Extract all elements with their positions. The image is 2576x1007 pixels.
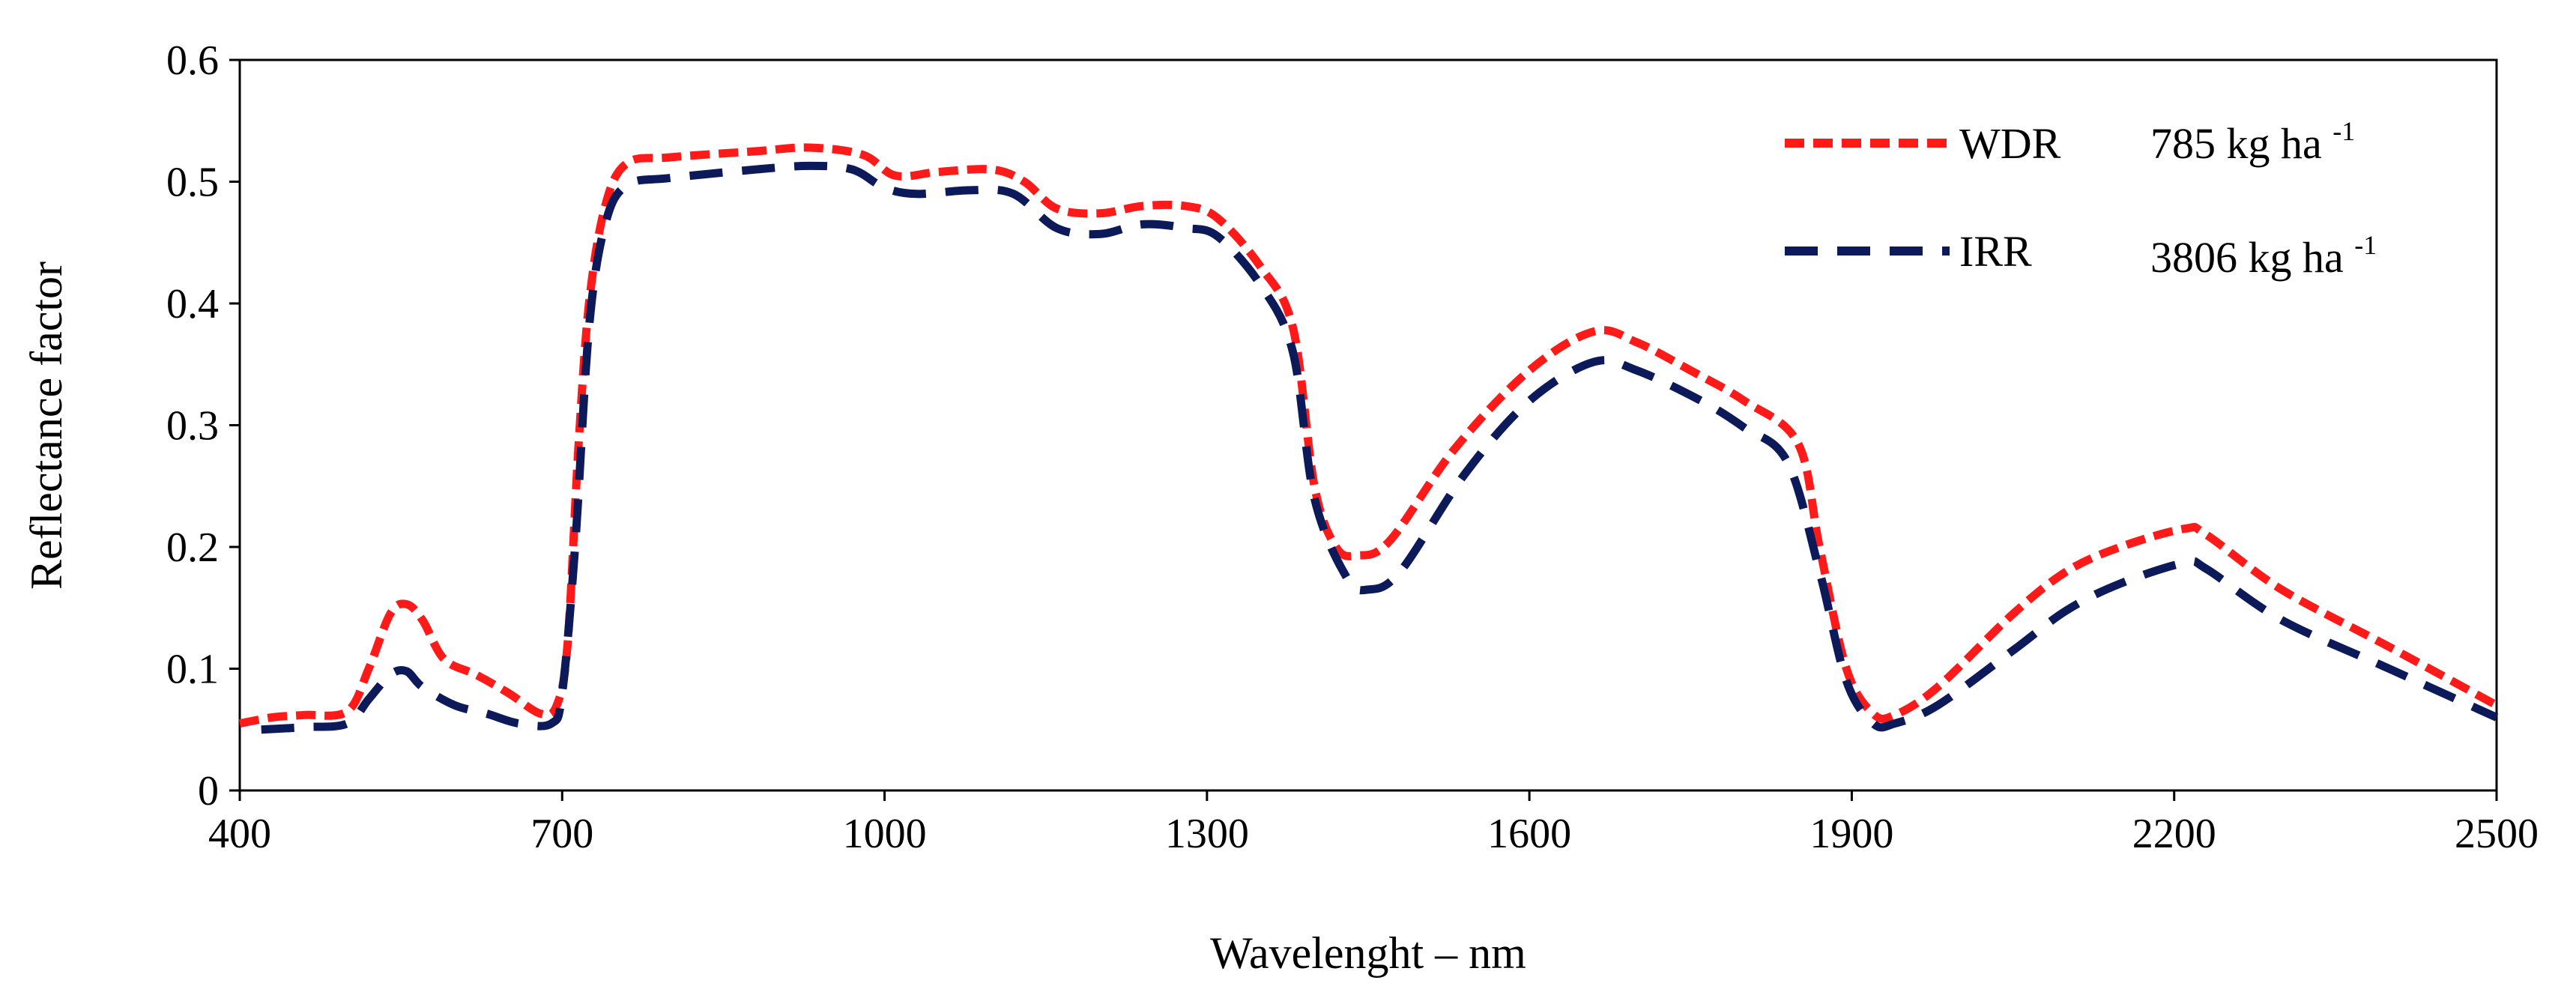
series-line-irr <box>261 161 2499 734</box>
x-axis: 400 700 1000 1300 1600 1900 2200 2500 <box>208 790 2539 857</box>
x-tick-label: 400 <box>208 811 271 857</box>
legend-yield-wdr-value: 785 kg ha <box>2150 119 2322 168</box>
x-tick-label: 1000 <box>843 811 927 857</box>
y-tick-label: 0.5 <box>166 160 219 206</box>
legend-label-irr: IRR <box>1959 227 2032 276</box>
legend-label-wdr: WDR <box>1959 119 2061 168</box>
series-line-wdr <box>238 143 2499 728</box>
legend-yield-wdr-sup: -1 <box>2332 116 2355 146</box>
y-axis: 0 0.1 0.2 0.3 0.4 0.5 0.6 <box>166 37 240 814</box>
legend: WDR 785 kg ha -1 IRR 3806 kg ha -1 <box>1785 116 2377 282</box>
legend-item-irr: IRR 3806 kg ha -1 <box>1785 227 2377 282</box>
legend-yield-irr-value: 3806 kg ha <box>2150 233 2344 282</box>
y-tick-label: 0.1 <box>166 647 219 693</box>
y-tick-label: 0.2 <box>166 524 219 571</box>
y-tick-label: 0 <box>198 768 219 814</box>
y-axis-title: Reflectance factor <box>22 261 71 590</box>
x-tick-label: 1300 <box>1165 811 1249 857</box>
y-tick-label: 0.3 <box>166 403 219 450</box>
series-layer <box>238 143 2499 734</box>
x-tick-label: 2500 <box>2455 811 2539 857</box>
legend-yield-wdr: 785 kg ha -1 <box>2150 116 2355 168</box>
x-tick-label: 700 <box>530 811 593 857</box>
legend-yield-irr: 3806 kg ha -1 <box>2150 230 2377 282</box>
x-tick-label: 1900 <box>1809 811 1893 857</box>
x-axis-title: Wavelenght – nm <box>1210 928 1526 978</box>
y-tick-label: 0.4 <box>166 281 219 327</box>
legend-item-wdr: WDR 785 kg ha -1 <box>1785 116 2355 168</box>
x-tick-label: 1600 <box>1487 811 1571 857</box>
x-tick-label: 2200 <box>2132 811 2216 857</box>
y-tick-label: 0.6 <box>166 37 219 84</box>
legend-yield-irr-sup: -1 <box>2354 230 2377 260</box>
